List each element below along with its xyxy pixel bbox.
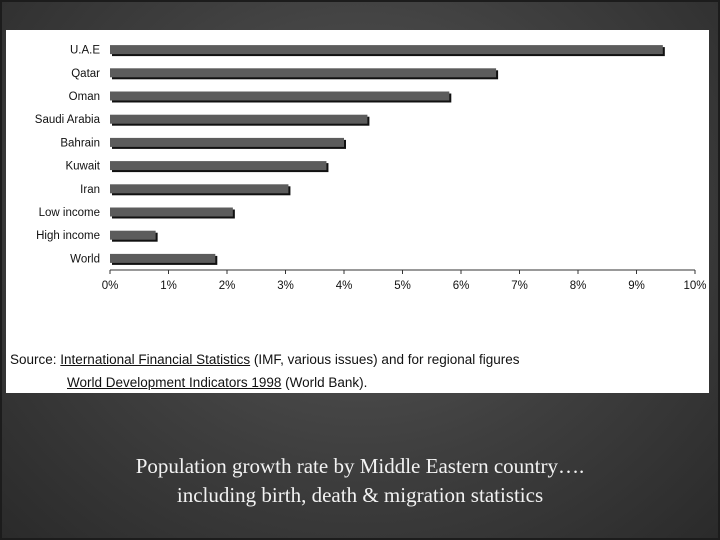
bar — [110, 253, 216, 263]
bar — [110, 68, 497, 78]
category-label: Qatar — [71, 68, 100, 80]
x-tick-label: 8% — [570, 280, 587, 292]
bar — [110, 137, 344, 147]
source-note: Source: International Financial Statisti… — [10, 348, 520, 394]
x-tick-label: 2% — [219, 280, 236, 292]
bar — [110, 207, 233, 217]
category-label: Oman — [69, 91, 100, 103]
x-tick-label: 6% — [453, 280, 470, 292]
category-label: World — [70, 253, 100, 265]
bar — [110, 114, 368, 124]
x-tick-label: 3% — [277, 280, 294, 292]
caption-line-2: including birth, death & migration stati… — [176, 483, 544, 507]
category-label: Bahrain — [60, 137, 100, 149]
x-tick-label: 9% — [628, 280, 645, 292]
bar — [110, 230, 156, 240]
category-label: U.A.E — [70, 45, 100, 57]
x-tick-label: 5% — [394, 280, 411, 292]
bar — [110, 161, 327, 171]
chart-figure: 0% 1% 2% 3% 4% 5% 6% 7% 8% 9% 10% U.A.E Qatar Oman Sau… — [6, 30, 709, 393]
caption-line-1: Population growth rate by Middle Eastern… — [135, 454, 585, 478]
category-label: Saudi Arabia — [35, 114, 101, 126]
slide-caption: Population growth rate by Middle Eastern… — [40, 452, 680, 510]
x-tick-label: 7% — [511, 280, 528, 292]
category-label: High income — [36, 230, 100, 242]
source-ref-wdi: World Development Indicators 1998 — [67, 375, 282, 390]
bar — [110, 91, 450, 101]
bar — [110, 45, 663, 55]
source-ref-ifs: International Financial Statistics — [60, 352, 251, 367]
bar — [110, 184, 289, 194]
category-label: Kuwait — [65, 161, 100, 173]
x-tick-label: 10% — [683, 280, 706, 292]
x-tick-label: 4% — [336, 280, 353, 292]
bar-chart: 0% 1% 2% 3% 4% 5% 6% 7% 8% 9% 10% U.A.E Qatar Oman Sau… — [35, 45, 707, 292]
category-label: Iran — [80, 184, 100, 196]
category-label: Low income — [39, 207, 100, 219]
source-text-2: (World Bank). — [285, 375, 368, 390]
x-tick-label: 1% — [160, 280, 177, 292]
source-text-1: (IMF, various issues) and for regional f… — [253, 352, 520, 367]
source-label: Source: — [10, 352, 57, 367]
x-tick-label: 0% — [102, 280, 119, 292]
